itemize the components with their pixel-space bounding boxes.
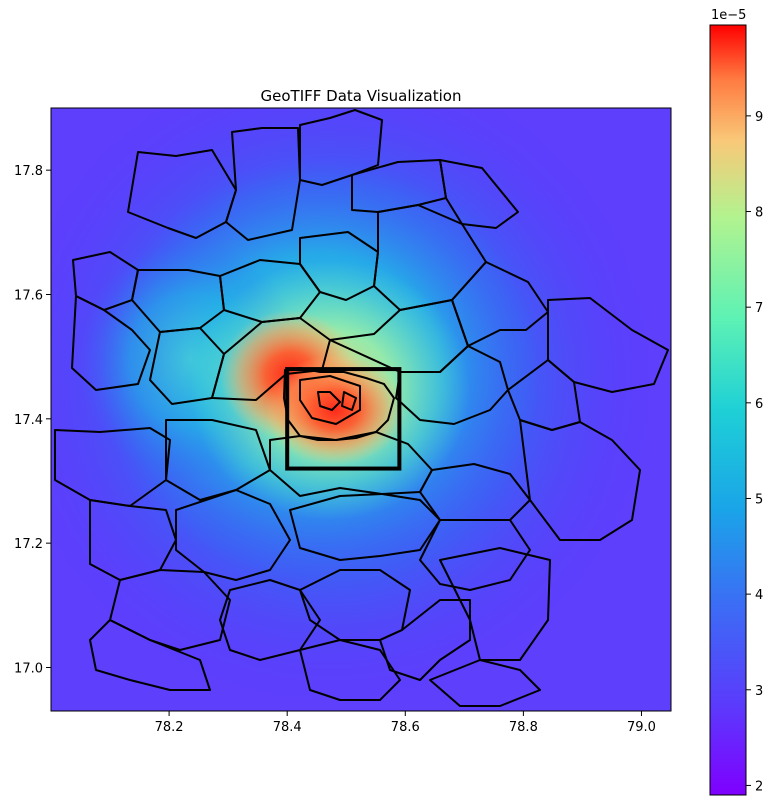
x-tick-label: 79.0 <box>627 720 656 735</box>
highlight-rectangle <box>285 367 402 471</box>
colorbar-tick-label: 2 <box>755 779 763 794</box>
colorbar-tick-label: 8 <box>755 206 763 221</box>
colorbar-multiplier-label: 1e−5 <box>711 8 746 23</box>
colorbar-tick-label: 9 <box>755 110 763 125</box>
heatmap-raster <box>51 108 671 711</box>
y-axis: 17.0 17.2 17.4 17.6 17.8 <box>14 164 51 676</box>
colorbar-ticks: 2 3 4 5 6 7 8 9 <box>746 110 763 794</box>
chart-title: GeoTIFF Data Visualization <box>261 87 462 105</box>
x-tick-label: 78.4 <box>273 720 302 735</box>
y-tick-label: 17.4 <box>14 413 43 428</box>
colorbar-tick-label: 5 <box>755 492 763 507</box>
colorbar-tick-label: 7 <box>755 301 763 316</box>
district-boundaries <box>54 109 669 707</box>
colorbar-tick-label: 6 <box>755 397 763 412</box>
y-tick-label: 17.6 <box>14 288 43 303</box>
plot-frame <box>50 107 672 712</box>
x-tick-label: 78.6 <box>391 720 420 735</box>
colorbar-tick-label: 3 <box>755 684 763 699</box>
colorbar-tick-label: 4 <box>755 588 763 603</box>
colorbar-frame <box>709 24 747 796</box>
colorbar-gradient <box>710 25 746 795</box>
y-tick-label: 17.8 <box>14 164 43 179</box>
y-tick-label: 17.2 <box>14 537 43 552</box>
x-tick-label: 78.2 <box>155 720 184 735</box>
x-axis: 78.2 78.4 78.6 78.8 79.0 <box>155 711 656 735</box>
colorbar: 1e−5 2 3 4 5 6 7 8 9 <box>709 8 763 796</box>
y-tick-label: 17.0 <box>14 661 43 676</box>
x-tick-label: 78.8 <box>509 720 538 735</box>
